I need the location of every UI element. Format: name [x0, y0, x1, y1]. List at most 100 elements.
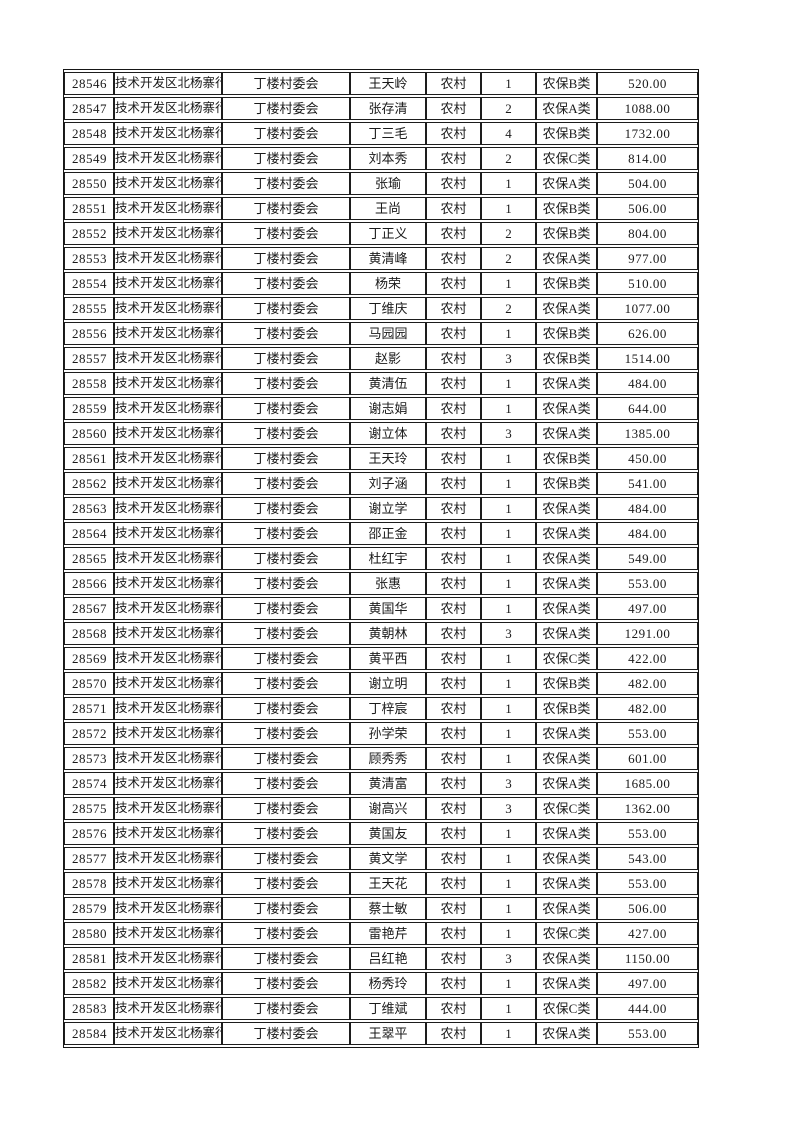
cell-person-count: 1 [481, 822, 536, 845]
cell-insurance-category: 农保B类 [536, 472, 597, 495]
admin-unit-text: 技术开发区北杨寨行 [115, 226, 221, 240]
admin-unit-text: 技术开发区北杨寨行 [115, 651, 221, 665]
cell-record-id: 28550 [64, 172, 114, 195]
cell-insurance-category: 农保B类 [536, 697, 597, 720]
cell-village-committee: 丁楼村委会 [222, 772, 350, 795]
cell-residence-type: 农村 [426, 222, 481, 245]
cell-person-name: 黄平西 [350, 647, 426, 670]
table-row: 28572 技术开发区北杨寨行 丁楼村委会 孙学荣 农村 1 农保A类 553.… [64, 722, 698, 745]
admin-unit-text: 技术开发区北杨寨行 [115, 701, 221, 715]
cell-amount: 1077.00 [597, 297, 698, 320]
cell-insurance-category: 农保A类 [536, 847, 597, 870]
cell-village-committee: 丁楼村委会 [222, 997, 350, 1020]
table-row: 28581 技术开发区北杨寨行 丁楼村委会 吕红艳 农村 3 农保A类 1150… [64, 947, 698, 970]
cell-residence-type: 农村 [426, 572, 481, 595]
table-row: 28554 技术开发区北杨寨行 丁楼村委会 杨荣 农村 1 农保B类 510.0… [64, 272, 698, 295]
cell-person-count: 3 [481, 797, 536, 820]
cell-amount: 814.00 [597, 147, 698, 170]
cell-person-name: 王天花 [350, 872, 426, 895]
cell-person-name: 王翠平 [350, 1022, 426, 1045]
cell-residence-type: 农村 [426, 72, 481, 95]
cell-person-name: 谢立明 [350, 672, 426, 695]
cell-person-count: 1 [481, 447, 536, 470]
cell-record-id: 28582 [64, 972, 114, 995]
cell-amount: 1088.00 [597, 97, 698, 120]
cell-person-name: 杜红宇 [350, 547, 426, 570]
cell-village-committee: 丁楼村委会 [222, 897, 350, 920]
cell-village-committee: 丁楼村委会 [222, 447, 350, 470]
cell-village-committee: 丁楼村委会 [222, 147, 350, 170]
cell-amount: 1732.00 [597, 122, 698, 145]
cell-amount: 450.00 [597, 447, 698, 470]
cell-village-committee: 丁楼村委会 [222, 347, 350, 370]
cell-insurance-category: 农保A类 [536, 622, 597, 645]
cell-village-committee: 丁楼村委会 [222, 922, 350, 945]
cell-person-name: 黄国华 [350, 597, 426, 620]
cell-person-name: 丁维庆 [350, 297, 426, 320]
cell-person-name: 孙学荣 [350, 722, 426, 745]
cell-insurance-category: 农保C类 [536, 147, 597, 170]
cell-village-committee: 丁楼村委会 [222, 222, 350, 245]
cell-village-committee: 丁楼村委会 [222, 622, 350, 645]
cell-village-committee: 丁楼村委会 [222, 722, 350, 745]
cell-person-name: 赵影 [350, 347, 426, 370]
cell-amount: 422.00 [597, 647, 698, 670]
table-row: 28575 技术开发区北杨寨行 丁楼村委会 谢高兴 农村 3 农保C类 1362… [64, 797, 698, 820]
cell-residence-type: 农村 [426, 697, 481, 720]
cell-amount: 497.00 [597, 972, 698, 995]
cell-amount: 553.00 [597, 572, 698, 595]
admin-unit-text: 技术开发区北杨寨行 [115, 451, 221, 465]
cell-record-id: 28563 [64, 497, 114, 520]
cell-amount: 553.00 [597, 822, 698, 845]
table-row: 28563 技术开发区北杨寨行 丁楼村委会 谢立学 农村 1 农保A类 484.… [64, 497, 698, 520]
cell-amount: 427.00 [597, 922, 698, 945]
cell-person-count: 1 [481, 497, 536, 520]
cell-village-committee: 丁楼村委会 [222, 272, 350, 295]
cell-admin-unit: 技术开发区北杨寨行 [114, 247, 222, 270]
admin-unit-text: 技术开发区北杨寨行 [115, 101, 221, 115]
cell-person-count: 1 [481, 72, 536, 95]
cell-record-id: 28573 [64, 747, 114, 770]
cell-admin-unit: 技术开发区北杨寨行 [114, 547, 222, 570]
cell-residence-type: 农村 [426, 172, 481, 195]
cell-person-count: 4 [481, 122, 536, 145]
cell-person-count: 2 [481, 297, 536, 320]
roster-table-body: 28546 技术开发区北杨寨行 丁楼村委会 王天岭 农村 1 农保B类 520.… [64, 72, 698, 1045]
cell-person-count: 1 [481, 672, 536, 695]
cell-admin-unit: 技术开发区北杨寨行 [114, 222, 222, 245]
cell-residence-type: 农村 [426, 897, 481, 920]
cell-amount: 541.00 [597, 472, 698, 495]
cell-admin-unit: 技术开发区北杨寨行 [114, 622, 222, 645]
cell-residence-type: 农村 [426, 272, 481, 295]
admin-unit-text: 技术开发区北杨寨行 [115, 251, 221, 265]
cell-admin-unit: 技术开发区北杨寨行 [114, 72, 222, 95]
admin-unit-text: 技术开发区北杨寨行 [115, 926, 221, 940]
cell-record-id: 28560 [64, 422, 114, 445]
roster-table-container: 28546 技术开发区北杨寨行 丁楼村委会 王天岭 农村 1 农保B类 520.… [63, 69, 699, 1048]
cell-residence-type: 农村 [426, 297, 481, 320]
admin-unit-text: 技术开发区北杨寨行 [115, 201, 221, 215]
admin-unit-text: 技术开发区北杨寨行 [115, 326, 221, 340]
cell-village-committee: 丁楼村委会 [222, 297, 350, 320]
cell-amount: 484.00 [597, 522, 698, 545]
cell-amount: 804.00 [597, 222, 698, 245]
table-row: 28564 技术开发区北杨寨行 丁楼村委会 邵正金 农村 1 农保A类 484.… [64, 522, 698, 545]
table-row: 28578 技术开发区北杨寨行 丁楼村委会 王天花 农村 1 农保A类 553.… [64, 872, 698, 895]
cell-person-count: 2 [481, 147, 536, 170]
cell-insurance-category: 农保A类 [536, 497, 597, 520]
cell-person-count: 1 [481, 997, 536, 1020]
admin-unit-text: 技术开发区北杨寨行 [115, 151, 221, 165]
cell-village-committee: 丁楼村委会 [222, 422, 350, 445]
cell-residence-type: 农村 [426, 772, 481, 795]
cell-admin-unit: 技术开发区北杨寨行 [114, 672, 222, 695]
cell-village-committee: 丁楼村委会 [222, 172, 350, 195]
cell-admin-unit: 技术开发区北杨寨行 [114, 647, 222, 670]
table-row: 28549 技术开发区北杨寨行 丁楼村委会 刘本秀 农村 2 农保C类 814.… [64, 147, 698, 170]
cell-admin-unit: 技术开发区北杨寨行 [114, 897, 222, 920]
cell-insurance-category: 农保A类 [536, 822, 597, 845]
cell-admin-unit: 技术开发区北杨寨行 [114, 347, 222, 370]
cell-admin-unit: 技术开发区北杨寨行 [114, 322, 222, 345]
table-row: 28565 技术开发区北杨寨行 丁楼村委会 杜红宇 农村 1 农保A类 549.… [64, 547, 698, 570]
cell-village-committee: 丁楼村委会 [222, 322, 350, 345]
cell-amount: 1362.00 [597, 797, 698, 820]
